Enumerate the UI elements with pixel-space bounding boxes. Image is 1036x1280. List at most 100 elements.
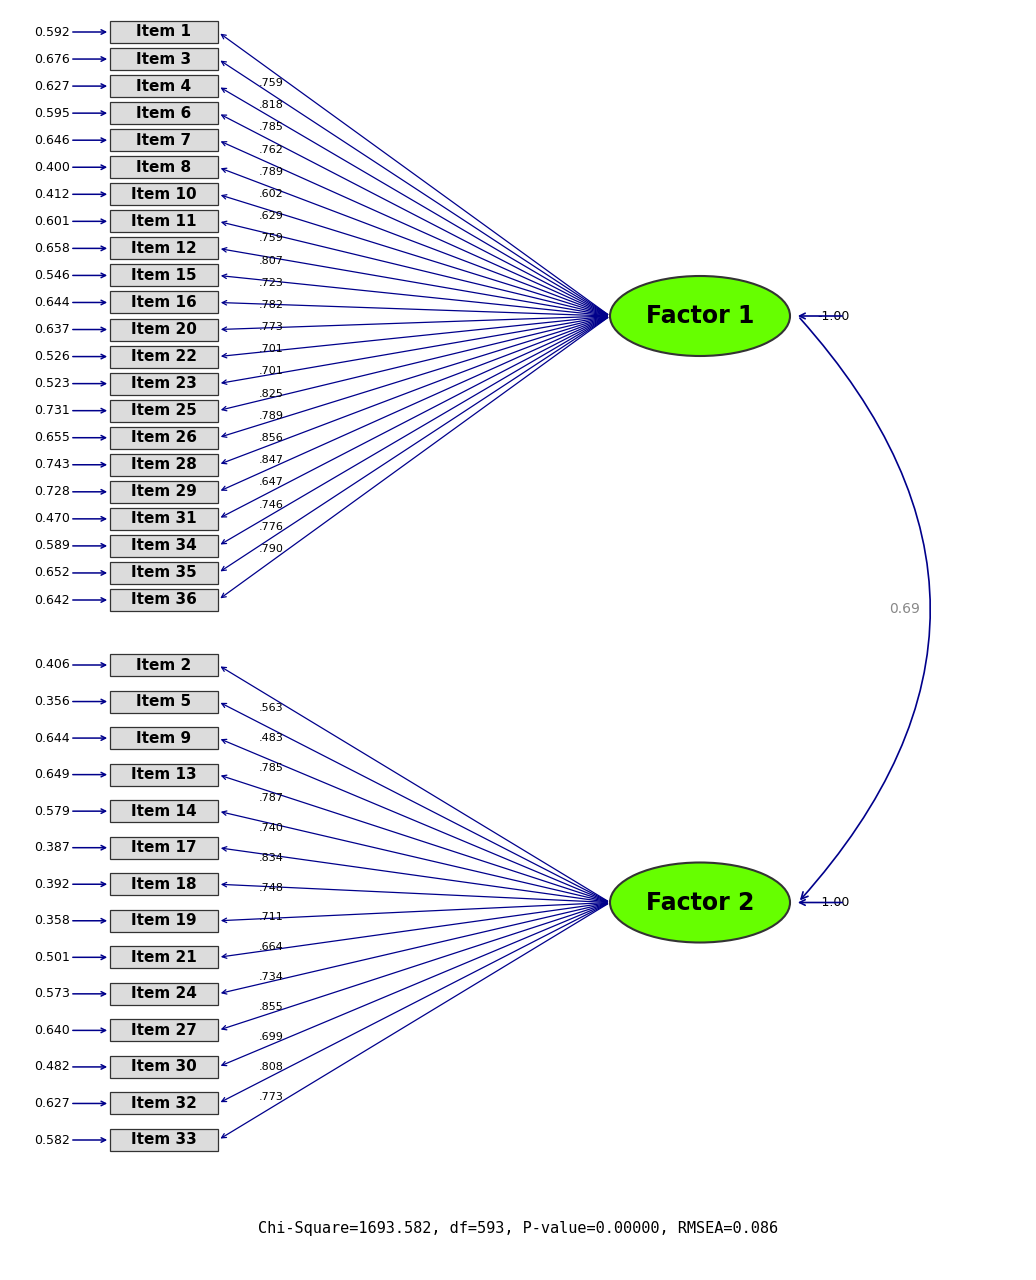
FancyBboxPatch shape — [110, 946, 218, 968]
Text: .789: .789 — [259, 411, 284, 421]
Text: 0.640: 0.640 — [34, 1024, 69, 1037]
Text: Item 31: Item 31 — [132, 511, 197, 526]
Text: .785: .785 — [259, 123, 284, 132]
FancyBboxPatch shape — [110, 20, 218, 44]
Text: .723: .723 — [259, 278, 284, 288]
Text: 0.482: 0.482 — [34, 1060, 69, 1074]
Text: .856: .856 — [259, 433, 284, 443]
Text: 0.69: 0.69 — [890, 603, 920, 616]
FancyBboxPatch shape — [110, 426, 218, 449]
Text: .808: .808 — [259, 1062, 284, 1073]
Text: Item 27: Item 27 — [132, 1023, 197, 1038]
FancyBboxPatch shape — [110, 983, 218, 1005]
Text: .759: .759 — [259, 233, 284, 243]
Text: .782: .782 — [259, 300, 284, 310]
FancyBboxPatch shape — [110, 764, 218, 786]
Text: 0.601: 0.601 — [34, 215, 69, 228]
FancyBboxPatch shape — [110, 129, 218, 151]
FancyBboxPatch shape — [110, 210, 218, 233]
FancyBboxPatch shape — [110, 399, 218, 421]
Text: 0.728: 0.728 — [34, 485, 70, 498]
Text: .748: .748 — [259, 882, 284, 892]
Text: 0.406: 0.406 — [34, 658, 69, 672]
Text: 0.392: 0.392 — [34, 878, 69, 891]
Text: .701: .701 — [259, 366, 284, 376]
Text: Item 22: Item 22 — [131, 349, 197, 364]
Text: Item 16: Item 16 — [132, 294, 197, 310]
Text: Item 34: Item 34 — [132, 539, 197, 553]
FancyBboxPatch shape — [110, 102, 218, 124]
Text: Item 28: Item 28 — [132, 457, 197, 472]
Text: .483: .483 — [259, 732, 284, 742]
Ellipse shape — [610, 276, 790, 356]
Text: Item 25: Item 25 — [132, 403, 197, 419]
Text: Item 30: Item 30 — [132, 1060, 197, 1074]
Text: .762: .762 — [259, 145, 284, 155]
Text: 0.649: 0.649 — [34, 768, 69, 781]
Text: Item 17: Item 17 — [132, 840, 197, 855]
FancyBboxPatch shape — [110, 372, 218, 394]
Text: Item 13: Item 13 — [132, 767, 197, 782]
Text: Item 35: Item 35 — [132, 566, 197, 580]
Text: .699: .699 — [259, 1033, 284, 1042]
Text: Item 26: Item 26 — [131, 430, 197, 445]
Text: .825: .825 — [259, 389, 284, 398]
FancyBboxPatch shape — [110, 873, 218, 895]
FancyBboxPatch shape — [110, 1092, 218, 1115]
Text: Item 10: Item 10 — [132, 187, 197, 202]
Text: 0.526: 0.526 — [34, 349, 69, 364]
Text: .773: .773 — [259, 323, 284, 332]
Ellipse shape — [610, 863, 790, 942]
Text: Item 23: Item 23 — [132, 376, 197, 392]
Text: Factor 2: Factor 2 — [645, 891, 754, 914]
Text: 0.658: 0.658 — [34, 242, 70, 255]
Text: 0.412: 0.412 — [34, 188, 69, 201]
Text: .847: .847 — [259, 456, 284, 465]
Text: Item 8: Item 8 — [137, 160, 192, 175]
FancyBboxPatch shape — [110, 562, 218, 584]
FancyBboxPatch shape — [110, 481, 218, 503]
Text: Item 1: Item 1 — [137, 24, 192, 40]
FancyBboxPatch shape — [110, 910, 218, 932]
Text: Item 18: Item 18 — [132, 877, 197, 892]
FancyBboxPatch shape — [110, 183, 218, 205]
Text: .647: .647 — [259, 477, 284, 488]
Text: Item 4: Item 4 — [137, 78, 192, 93]
Text: Item 6: Item 6 — [137, 106, 192, 120]
Text: Item 36: Item 36 — [132, 593, 197, 608]
Text: .629: .629 — [259, 211, 284, 221]
FancyBboxPatch shape — [110, 292, 218, 314]
Text: 0.627: 0.627 — [34, 1097, 69, 1110]
FancyBboxPatch shape — [110, 535, 218, 557]
Text: 0.642: 0.642 — [34, 594, 69, 607]
Text: Item 32: Item 32 — [132, 1096, 197, 1111]
FancyBboxPatch shape — [110, 454, 218, 476]
FancyBboxPatch shape — [110, 156, 218, 178]
Text: Item 29: Item 29 — [132, 484, 197, 499]
Text: Item 24: Item 24 — [132, 987, 197, 1001]
FancyBboxPatch shape — [110, 1129, 218, 1151]
Text: 0.652: 0.652 — [34, 567, 69, 580]
FancyBboxPatch shape — [110, 319, 218, 340]
Text: .834: .834 — [259, 852, 284, 863]
Text: 0.743: 0.743 — [34, 458, 69, 471]
Text: Item 12: Item 12 — [132, 241, 197, 256]
FancyBboxPatch shape — [110, 76, 218, 97]
Text: 0.676: 0.676 — [34, 52, 69, 65]
Text: 0.731: 0.731 — [34, 404, 69, 417]
FancyBboxPatch shape — [110, 237, 218, 260]
Text: 0.573: 0.573 — [34, 987, 70, 1001]
Text: .734: .734 — [259, 973, 284, 983]
Text: Item 3: Item 3 — [137, 51, 192, 67]
Text: .787: .787 — [259, 792, 284, 803]
Text: .602: .602 — [259, 189, 284, 198]
FancyBboxPatch shape — [110, 508, 218, 530]
FancyBboxPatch shape — [110, 1019, 218, 1042]
Text: Item 14: Item 14 — [132, 804, 197, 819]
FancyBboxPatch shape — [110, 49, 218, 70]
FancyArrowPatch shape — [800, 317, 930, 899]
Text: Item 19: Item 19 — [132, 913, 197, 928]
FancyBboxPatch shape — [110, 654, 218, 676]
Text: Item 5: Item 5 — [137, 694, 192, 709]
Text: .746: .746 — [259, 499, 284, 509]
